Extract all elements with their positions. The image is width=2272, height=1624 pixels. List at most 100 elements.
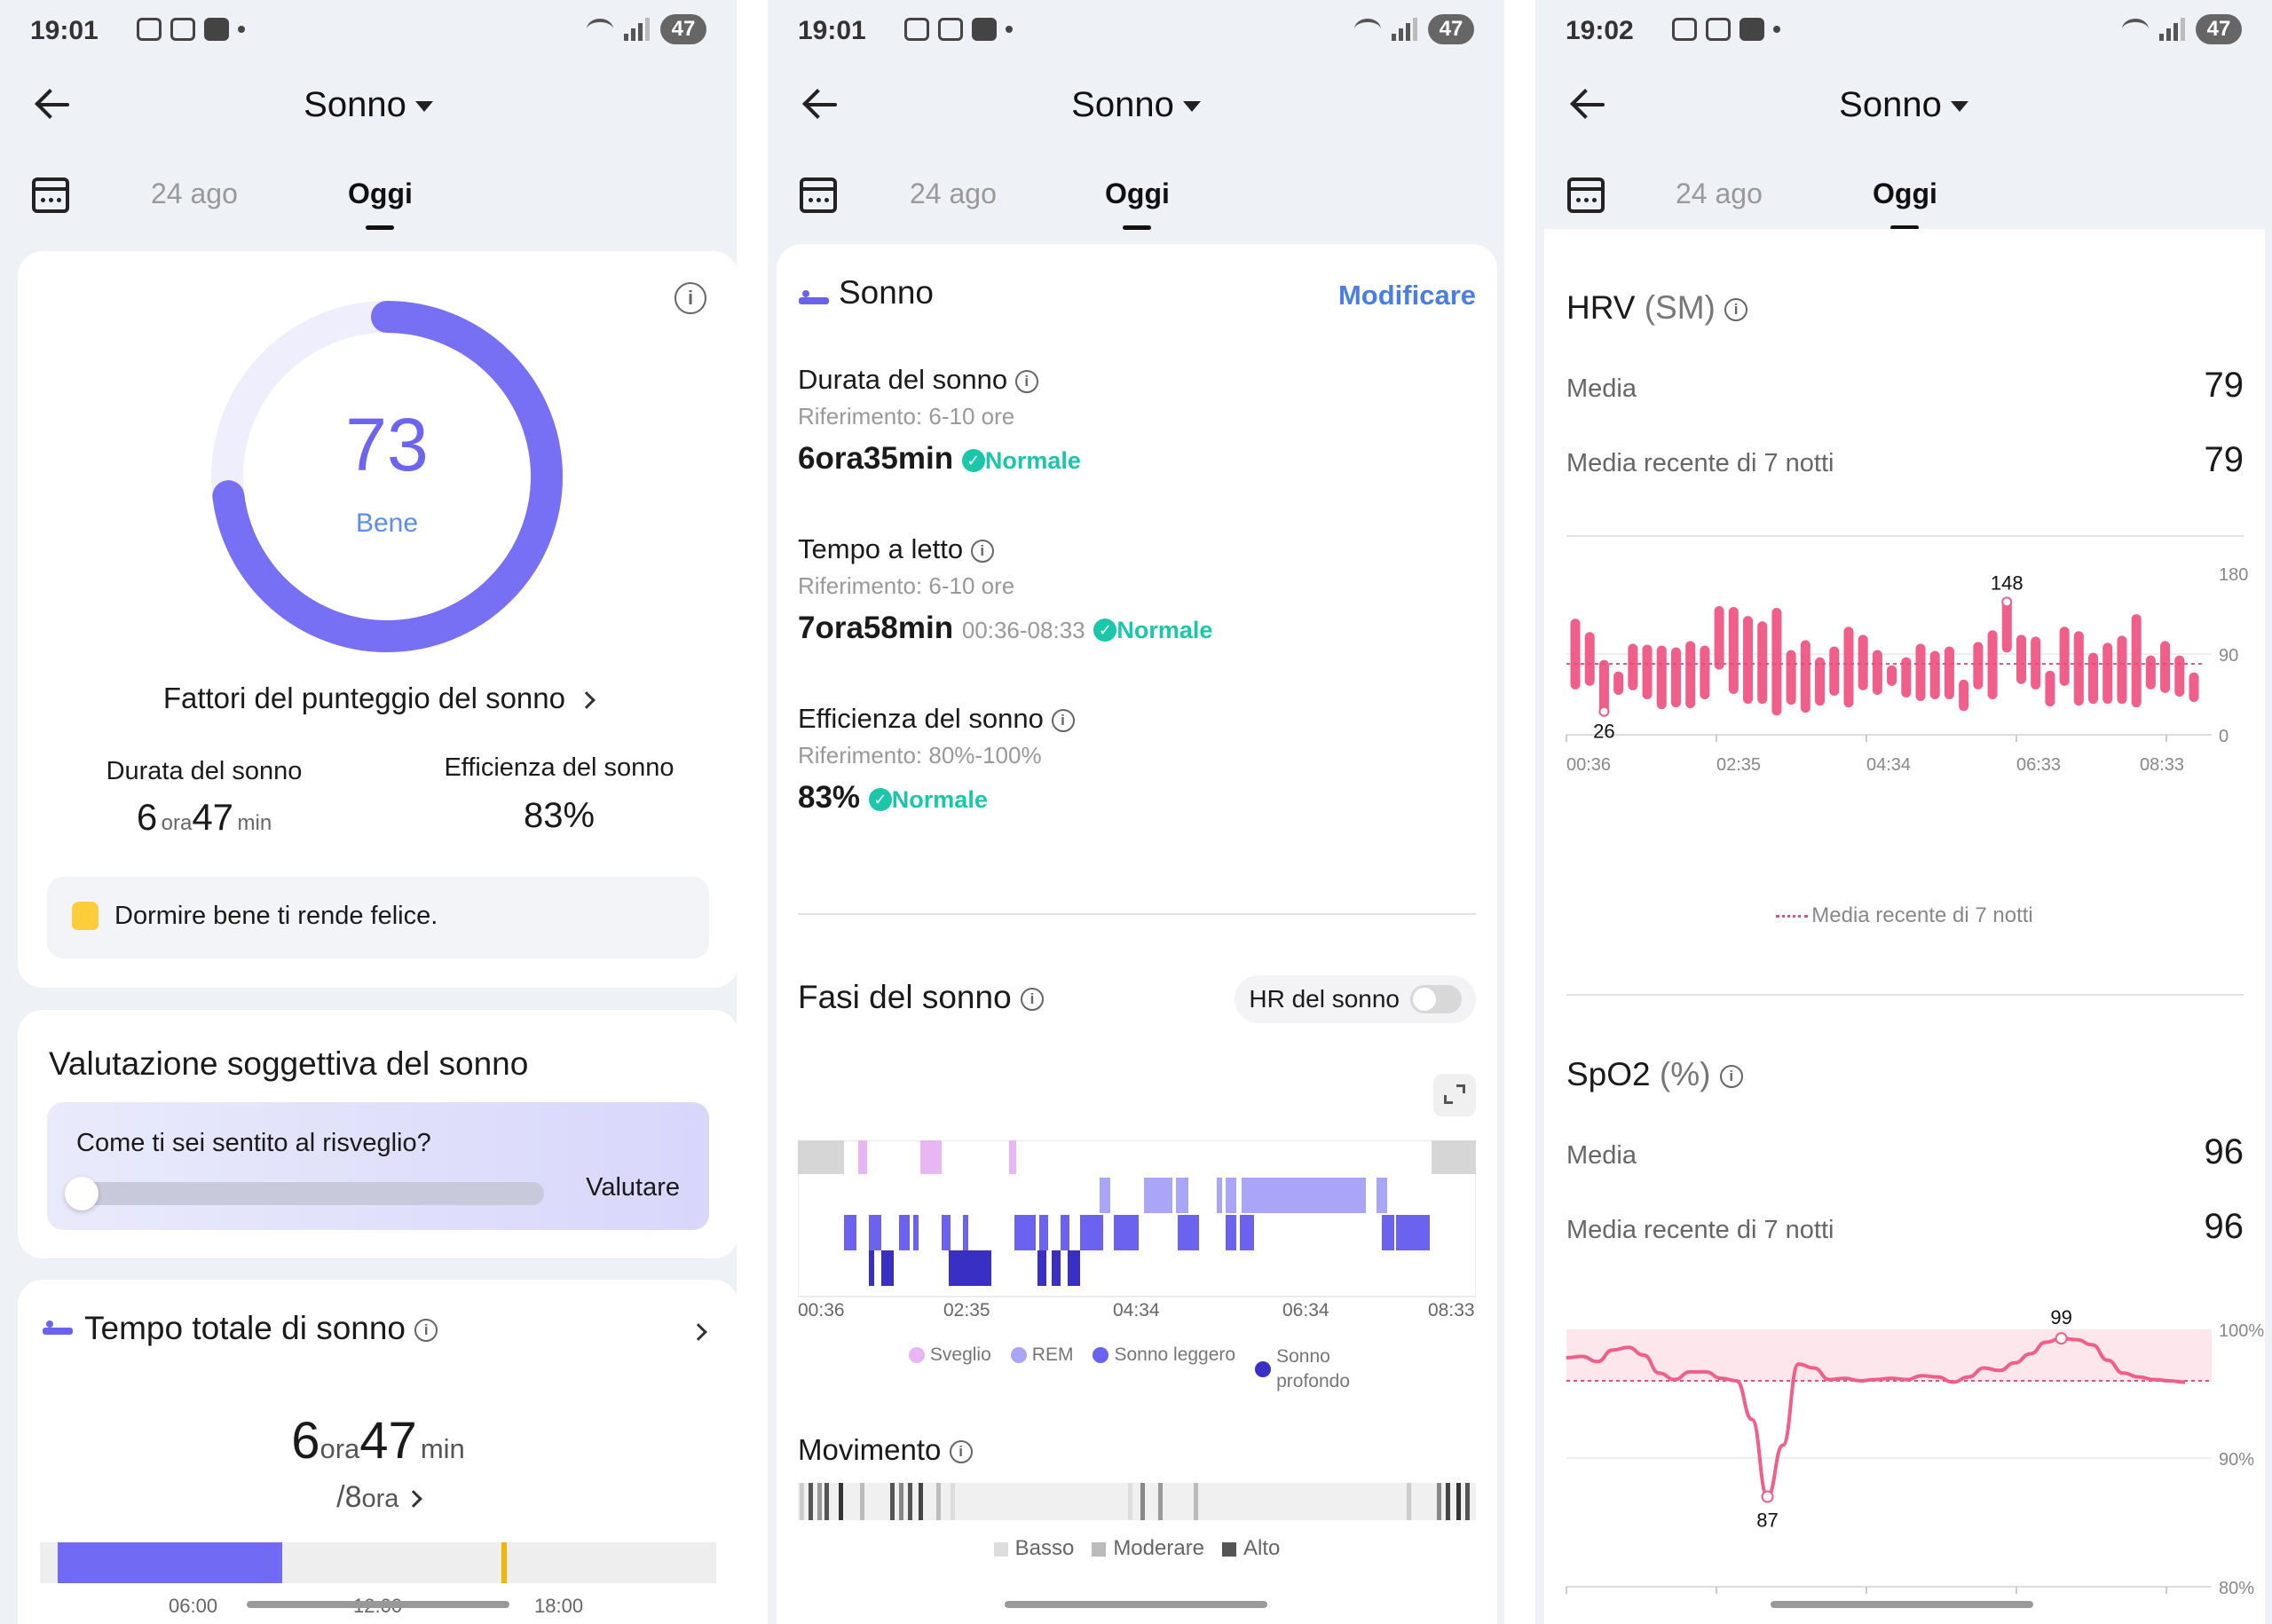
- total-hours-unit: ora: [320, 1433, 360, 1464]
- hrv-unit: (SM): [1644, 289, 1716, 326]
- tab-previous-day[interactable]: 24 ago: [910, 177, 997, 209]
- spo2-max-label: 99: [2050, 1306, 2071, 1328]
- page-title-dropdown[interactable]: Sonno: [1535, 85, 2272, 125]
- spo2-normal-band: [1566, 1329, 2212, 1381]
- rating-slider[interactable]: [65, 1177, 544, 1210]
- bed-icon: [43, 1320, 73, 1335]
- movement-mark: [936, 1483, 941, 1520]
- metric-time-in-bed: Tempo a letto i Riferimento: 6-10 ore 7o…: [798, 533, 1212, 646]
- legend-deep: Sonno profondo: [1255, 1344, 1365, 1394]
- phase-segment: [1014, 1215, 1036, 1250]
- metric-value-row: 83% ✓ Normale: [798, 780, 1075, 816]
- wifi-icon: [2122, 19, 2149, 40]
- metric-value: 83%: [798, 780, 861, 815]
- total-sleep-card[interactable]: Tempo totale di sonno i 6ora47 min /8ora …: [18, 1280, 737, 1624]
- sleep-score-ring: [211, 301, 563, 652]
- tab-today[interactable]: Oggi: [1873, 177, 1937, 230]
- sleep-goal-link[interactable]: /8ora: [18, 1480, 737, 1515]
- calendar-icon[interactable]: [32, 177, 69, 213]
- spo2-title: SpO2 (%) i: [1566, 1056, 1743, 1093]
- legend-deep-label: Sonno profondo: [1276, 1346, 1350, 1391]
- divider: [1566, 994, 2244, 996]
- sleep-score-label: Bene: [355, 508, 419, 538]
- back-arrow-icon[interactable]: [34, 85, 73, 124]
- detail-title: Sonno: [839, 274, 934, 311]
- tab-today[interactable]: Oggi: [1105, 177, 1170, 230]
- expand-icon[interactable]: [1433, 1074, 1476, 1116]
- sleep-score-arc: [211, 301, 563, 652]
- score-factors-link[interactable]: Fattori del punteggio del sonno: [18, 682, 737, 715]
- legend-light: Sonno leggero: [1093, 1344, 1235, 1394]
- phase-segment: [1377, 1178, 1387, 1213]
- hrv-chart: 180 90 0 00:36 02:35 04:34 06:33 08:33 148 26: [1566, 565, 2248, 775]
- calendar-icon[interactable]: [1567, 177, 1605, 213]
- vitals-card: HRV (SM) i Media 79 Media recente di 7 n…: [1544, 229, 2265, 1624]
- spo2-chart: 100% 90% 80% 99 87: [1566, 1306, 2264, 1598]
- info-icon[interactable]: i: [1051, 708, 1075, 732]
- signal-icon: [2159, 18, 2185, 41]
- hr-toggle-switch[interactable]: [1410, 985, 1462, 1013]
- back-arrow-icon[interactable]: [801, 85, 840, 124]
- status-bar: 19:01 47: [798, 14, 1474, 50]
- notification-icons: [137, 18, 245, 41]
- phases-axis: 00:36 02:35 04:34 06:34 08:33: [798, 1300, 1476, 1327]
- hrv-recent-label: Media recente di 7 notti: [1566, 449, 1834, 477]
- spo2-y-tick: 90%: [2219, 1450, 2254, 1470]
- legend-high-label: Alto: [1243, 1536, 1281, 1560]
- status-bar: 19:02 47: [1566, 14, 2242, 50]
- calendar-icon[interactable]: [800, 177, 837, 213]
- subjective-rating-card: Valutazione soggettiva del sonno Come ti…: [18, 1010, 737, 1258]
- divider: [1566, 535, 2244, 537]
- movement-mark: [1140, 1483, 1145, 1520]
- cast-icon: [1706, 18, 1731, 41]
- info-icon[interactable]: i: [1020, 988, 1044, 1012]
- spo2-title-text: SpO2: [1566, 1056, 1651, 1092]
- info-icon[interactable]: i: [674, 282, 706, 314]
- bed-icon: [799, 290, 829, 304]
- movement-mark: [951, 1483, 955, 1520]
- info-icon[interactable]: i: [414, 1319, 438, 1343]
- phase-segment: [1061, 1215, 1069, 1250]
- hrv-x-tick: 08:33: [2140, 755, 2184, 775]
- info-icon[interactable]: i: [1719, 1065, 1743, 1089]
- phase-segment: [1176, 1178, 1188, 1213]
- page-title-dropdown[interactable]: Sonno: [768, 85, 1504, 125]
- tab-today[interactable]: Oggi: [348, 177, 413, 230]
- total-hours: 6: [291, 1412, 320, 1470]
- phase-segment: [1068, 1250, 1080, 1286]
- phase-segment: [1114, 1215, 1139, 1250]
- phases-legend: Sveglio REM Sonno leggero Sonno profondo: [777, 1344, 1497, 1394]
- chevron-right-icon[interactable]: [690, 1323, 707, 1341]
- current-time-marker: [501, 1542, 507, 1583]
- sleep-period-block: [58, 1542, 282, 1583]
- tab-previous-day[interactable]: 24 ago: [1676, 177, 1763, 209]
- info-icon[interactable]: i: [1724, 298, 1748, 322]
- phase-segment: [1144, 1178, 1172, 1213]
- phases-axis-tick: 02:35: [943, 1300, 990, 1320]
- info-icon[interactable]: i: [1014, 369, 1038, 393]
- movement-mark: [1128, 1483, 1132, 1520]
- phase-segment: [1080, 1215, 1103, 1250]
- rate-button[interactable]: Valutare: [586, 1173, 680, 1202]
- phase-segment: [1291, 1178, 1366, 1213]
- movement-title-text: Movimento: [798, 1433, 942, 1466]
- movement-mark: [809, 1483, 813, 1520]
- cast-icon: [938, 18, 963, 41]
- phases-axis-tick: 08:33: [1428, 1300, 1475, 1320]
- edit-button[interactable]: Modificare: [1337, 280, 1476, 311]
- check-circle-icon: ✓: [961, 448, 985, 472]
- scroll-indicator: [1771, 1601, 2033, 1608]
- spo2-average-value: 96: [2204, 1132, 2244, 1171]
- hrv-min-point: [1598, 706, 1610, 717]
- efficiency-value: 83%: [523, 796, 596, 835]
- cast-icon: [170, 18, 195, 41]
- back-arrow-icon[interactable]: [1569, 85, 1608, 124]
- info-icon[interactable]: i: [949, 1440, 973, 1464]
- info-icon[interactable]: i: [970, 539, 994, 563]
- efficiency-label: Efficienza del sonno: [444, 753, 674, 782]
- movement-mark: [860, 1483, 864, 1520]
- duration-hours-unit: ora: [161, 811, 193, 835]
- page-title-dropdown[interactable]: Sonno: [0, 85, 737, 125]
- rating-slider-handle[interactable]: [65, 1177, 99, 1210]
- tab-previous-day[interactable]: 24 ago: [151, 177, 238, 209]
